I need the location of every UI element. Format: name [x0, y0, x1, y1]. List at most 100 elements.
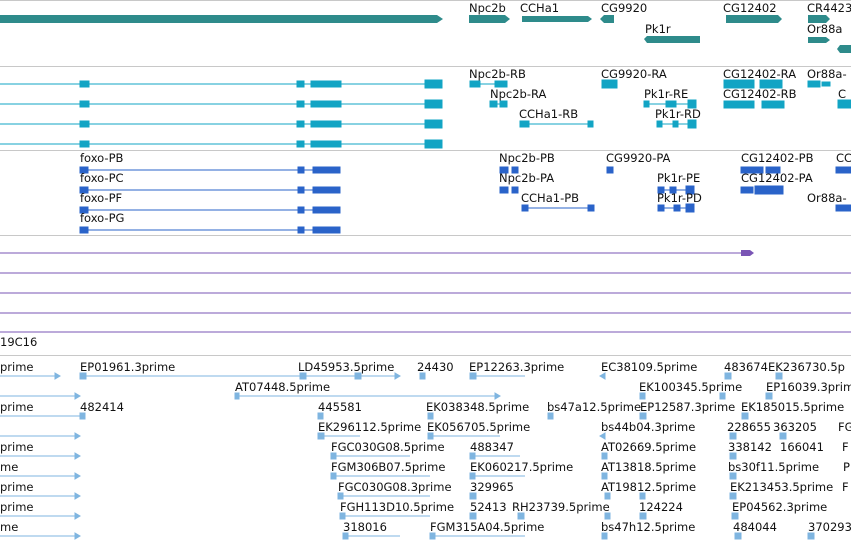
est-label[interactable]: EP12587.3prime	[640, 400, 736, 414]
transcript-label[interactable]: C	[838, 87, 847, 101]
est-label[interactable]: P	[843, 460, 850, 474]
protein-label[interactable]: CCHa1-PB	[521, 191, 580, 205]
est-label[interactable]: me	[0, 520, 19, 534]
est-label[interactable]: EC38109.5prime	[601, 360, 698, 374]
est-label[interactable]: EP16039.3prim	[766, 380, 851, 394]
est-label[interactable]: AT13818.5prime	[601, 460, 697, 474]
protein-label[interactable]: foxo-PG	[80, 211, 125, 225]
est-label[interactable]: EK100345.5prime	[639, 380, 743, 394]
protein-label[interactable]: Pk1r-PD	[657, 191, 702, 205]
est-label[interactable]: 482414	[80, 400, 124, 414]
protein-label[interactable]: foxo-PC	[80, 171, 124, 185]
est-label[interactable]: FGC030G08.5prime	[331, 440, 445, 454]
est-label[interactable]: bs47a12.5prime	[547, 400, 642, 414]
transcript-label[interactable]: Pk1r-RE	[644, 87, 689, 101]
protein-label[interactable]: foxo-PF	[80, 191, 123, 205]
transcript-label[interactable]: CG9920-RA	[601, 67, 667, 81]
est-label[interactable]: EK060217.5prime	[470, 460, 574, 474]
protein-label[interactable]: Or88a-	[807, 191, 847, 205]
est-label[interactable]: 338142	[728, 440, 772, 454]
gene-foxo	[0, 15, 443, 23]
protein-label[interactable]: CG9920-PA	[606, 151, 671, 165]
gene-label[interactable]: Or88a	[807, 22, 843, 36]
est-label[interactable]: bs30f11.5prime	[728, 460, 820, 474]
transcript-label[interactable]: CG12402-RB	[723, 87, 797, 101]
feature-lines	[0, 250, 851, 333]
est-label[interactable]: bs47h12.5prime	[601, 520, 696, 534]
est-label[interactable]: AT19812.5prime	[601, 480, 697, 494]
est-label[interactable]: EK236730.5p	[768, 360, 845, 374]
est-label[interactable]: 484044	[733, 520, 777, 534]
est-label[interactable]: F	[842, 480, 849, 494]
est-label[interactable]: 445581	[318, 400, 362, 414]
transcript-glyphs	[0, 79, 851, 149]
est-label[interactable]: bs44b04.3prime	[601, 420, 696, 434]
est-label[interactable]: AT02669.5prime	[601, 440, 697, 454]
est-label[interactable]: F	[842, 440, 849, 454]
transcript-label[interactable]: CG12402-RA	[723, 67, 797, 81]
other-proteins	[499, 166, 851, 213]
protein-label[interactable]: CC	[836, 151, 851, 165]
est-label[interactable]: EP01961.3prime	[80, 360, 176, 374]
gene-label[interactable]: CG12402	[723, 1, 777, 15]
est-label[interactable]: AT07448.5prime	[235, 380, 331, 394]
gene-track: Npc2b CCHa1 CG9920 Pk1r CG12402 CR4423 O…	[0, 0, 851, 53]
gene-label[interactable]: Pk1r	[645, 22, 671, 36]
track-separator	[0, 150, 851, 151]
est-label[interactable]: 363205	[773, 420, 817, 434]
est-label[interactable]: EP04562.3prime	[732, 500, 828, 514]
gene-label[interactable]: CCHa1	[520, 1, 560, 15]
est-label[interactable]: 329965	[470, 480, 514, 494]
est-label[interactable]: FGM306B07.5prime	[331, 460, 446, 474]
feature-line-tracks	[0, 235, 851, 333]
protein-label[interactable]: foxo-PB	[80, 151, 124, 165]
est-label[interactable]: prime	[0, 360, 34, 374]
est-label[interactable]: 52413	[470, 500, 507, 514]
est-label[interactable]: RH23739.5prime	[512, 500, 610, 514]
gene-label[interactable]: CR4423	[807, 1, 851, 15]
protein-label[interactable]: CG12402-PB	[741, 151, 814, 165]
est-label[interactable]: EK056705.5prime	[427, 420, 531, 434]
gene-label[interactable]: CG9920	[601, 1, 648, 15]
est-label[interactable]: prime	[0, 480, 34, 494]
est-label[interactable]: EK185015.5prime	[741, 400, 845, 414]
transcript-label[interactable]: Pk1r-RD	[655, 107, 701, 121]
transcript-label[interactable]: Or88a-	[807, 67, 847, 81]
est-label[interactable]: prime	[0, 500, 34, 514]
band-label[interactable]: 19C16	[0, 335, 38, 349]
transcript-label[interactable]: CCHa1-RB	[519, 107, 579, 121]
track-separator	[0, 355, 851, 356]
est-label[interactable]: 24430	[417, 360, 454, 374]
est-label[interactable]: LD45953.5prime	[298, 360, 395, 374]
est-label[interactable]: EK038348.5prime	[426, 400, 530, 414]
other-transcripts	[469, 79, 851, 129]
est-label[interactable]: 318016	[343, 520, 387, 534]
est-label[interactable]: 166041	[780, 440, 824, 454]
est-label[interactable]: FG	[838, 420, 851, 434]
est-label[interactable]: 124224	[639, 500, 683, 514]
est-label[interactable]: prime	[0, 400, 34, 414]
protein-label[interactable]: Pk1r-PE	[657, 171, 701, 185]
gene-label[interactable]: Npc2b	[469, 1, 506, 15]
est-label[interactable]: 370293	[808, 520, 851, 534]
est-track: prime EP01961.3prime LD45953.5prime 2443…	[0, 355, 851, 542]
est-label[interactable]: 228655	[727, 420, 771, 434]
protein-label[interactable]: CG12402-PA	[741, 171, 813, 185]
est-label[interactable]: 483674	[724, 360, 768, 374]
foxo-proteins	[79, 166, 341, 234]
est-label[interactable]: EK296112.5prime	[318, 420, 422, 434]
transcript-label[interactable]: Npc2b-RA	[490, 87, 547, 101]
est-label[interactable]: 488347	[470, 440, 514, 454]
est-label[interactable]: EP12263.3prime	[469, 360, 565, 374]
foxo-transcripts	[0, 79, 443, 149]
est-label[interactable]: EK213453.5prime	[730, 480, 834, 494]
protein-label[interactable]: Npc2b-PA	[499, 171, 555, 185]
gene-npc2b	[469, 15, 510, 23]
est-label[interactable]: FGM315A04.5prime	[430, 520, 545, 534]
est-label[interactable]: FGH113D10.5prime	[340, 500, 455, 514]
est-label[interactable]: prime	[0, 440, 34, 454]
protein-label[interactable]: Npc2b-PB	[499, 151, 555, 165]
est-label[interactable]: FGC030G08.3prime	[338, 480, 452, 494]
est-label[interactable]: me	[0, 460, 19, 474]
transcript-label[interactable]: Npc2b-RB	[469, 67, 526, 81]
